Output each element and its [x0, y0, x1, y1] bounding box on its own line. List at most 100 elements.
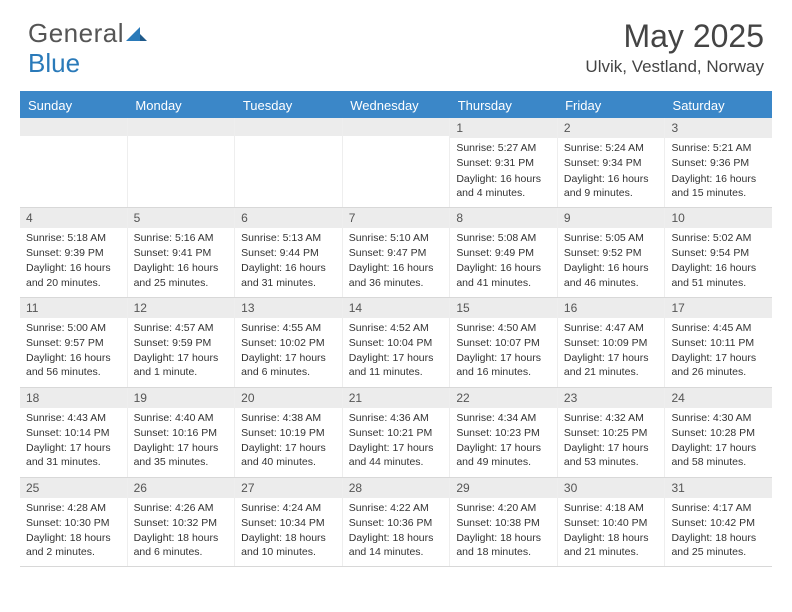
- day-number: [343, 118, 450, 136]
- day-number: 24: [665, 388, 772, 408]
- day-body: Sunrise: 5:08 AMSunset: 9:49 PMDaylight:…: [450, 231, 557, 290]
- day-body: Sunrise: 5:13 AMSunset: 9:44 PMDaylight:…: [235, 231, 342, 290]
- sunset-text: Sunset: 10:19 PM: [241, 426, 336, 440]
- sunset-text: Sunset: 9:31 PM: [456, 156, 551, 170]
- weekday-label: Wednesday: [342, 93, 449, 118]
- sunrise-text: Sunrise: 5:27 AM: [456, 141, 551, 155]
- sunrise-text: Sunrise: 4:52 AM: [349, 321, 444, 335]
- sunrise-text: Sunrise: 4:24 AM: [241, 501, 336, 515]
- weekday-label: Thursday: [450, 93, 557, 118]
- sunrise-text: Sunrise: 5:05 AM: [564, 231, 659, 245]
- daylight-text: Daylight: 17 hours and 53 minutes.: [564, 441, 659, 469]
- daylight-text: Daylight: 16 hours and 46 minutes.: [564, 261, 659, 289]
- sunrise-text: Sunrise: 5:18 AM: [26, 231, 121, 245]
- day-body: Sunrise: 5:02 AMSunset: 9:54 PMDaylight:…: [665, 231, 772, 290]
- logo-icon: [126, 25, 148, 43]
- day-number: 23: [558, 388, 665, 408]
- sunset-text: Sunset: 10:04 PM: [349, 336, 444, 350]
- sunset-text: Sunset: 10:09 PM: [564, 336, 659, 350]
- day-number: 30: [558, 478, 665, 498]
- day-number: 7: [343, 208, 450, 228]
- day-body: Sunrise: 4:55 AMSunset: 10:02 PMDaylight…: [235, 321, 342, 380]
- day-body: Sunrise: 4:17 AMSunset: 10:42 PMDaylight…: [665, 501, 772, 560]
- daylight-text: Daylight: 16 hours and 4 minutes.: [456, 172, 551, 200]
- sunrise-text: Sunrise: 4:38 AM: [241, 411, 336, 425]
- sunset-text: Sunset: 10:21 PM: [349, 426, 444, 440]
- sunset-text: Sunset: 9:57 PM: [26, 336, 121, 350]
- logo-text-1: General: [28, 18, 124, 49]
- day-number: 27: [235, 478, 342, 498]
- day-body: Sunrise: 4:20 AMSunset: 10:38 PMDaylight…: [450, 501, 557, 560]
- day-number: 12: [128, 298, 235, 318]
- daylight-text: Daylight: 18 hours and 2 minutes.: [26, 531, 121, 559]
- daylight-text: Daylight: 16 hours and 41 minutes.: [456, 261, 551, 289]
- sunrise-text: Sunrise: 5:24 AM: [564, 141, 659, 155]
- daylight-text: Daylight: 16 hours and 51 minutes.: [671, 261, 766, 289]
- sunset-text: Sunset: 9:34 PM: [564, 156, 659, 170]
- sunrise-text: Sunrise: 4:32 AM: [564, 411, 659, 425]
- day-body: Sunrise: 5:10 AMSunset: 9:47 PMDaylight:…: [343, 231, 450, 290]
- day-body: Sunrise: 4:28 AMSunset: 10:30 PMDaylight…: [20, 501, 127, 560]
- day-body: Sunrise: 4:57 AMSunset: 9:59 PMDaylight:…: [128, 321, 235, 380]
- day-number: 19: [128, 388, 235, 408]
- day-number: [235, 118, 342, 136]
- weekday-label: Monday: [127, 93, 234, 118]
- sunrise-text: Sunrise: 4:18 AM: [564, 501, 659, 515]
- daylight-text: Daylight: 17 hours and 31 minutes.: [26, 441, 121, 469]
- calendar-day: 20Sunrise: 4:38 AMSunset: 10:19 PMDaylig…: [235, 388, 343, 477]
- sunrise-text: Sunrise: 4:36 AM: [349, 411, 444, 425]
- daylight-text: Daylight: 17 hours and 35 minutes.: [134, 441, 229, 469]
- daylight-text: Daylight: 16 hours and 31 minutes.: [241, 261, 336, 289]
- daylight-text: Daylight: 18 hours and 6 minutes.: [134, 531, 229, 559]
- daylight-text: Daylight: 17 hours and 58 minutes.: [671, 441, 766, 469]
- day-body: Sunrise: 4:52 AMSunset: 10:04 PMDaylight…: [343, 321, 450, 380]
- calendar-day: 25Sunrise: 4:28 AMSunset: 10:30 PMDaylig…: [20, 478, 128, 567]
- sunset-text: Sunset: 10:02 PM: [241, 336, 336, 350]
- sunset-text: Sunset: 9:52 PM: [564, 246, 659, 260]
- calendar-day: 8 Sunrise: 5:08 AMSunset: 9:49 PMDaylight…: [450, 208, 558, 297]
- calendar-week: 4Sunrise: 5:18 AMSunset: 9:39 PMDaylight…: [20, 208, 772, 298]
- weekday-label: Saturday: [665, 93, 772, 118]
- sunset-text: Sunset: 10:16 PM: [134, 426, 229, 440]
- day-number: 10: [665, 208, 772, 228]
- sunrise-text: Sunrise: 4:17 AM: [671, 501, 766, 515]
- day-body: Sunrise: 5:27 AMSunset: 9:31 PM Daylight:…: [450, 141, 557, 200]
- day-body: Sunrise: 4:24 AMSunset: 10:34 PMDaylight…: [235, 501, 342, 560]
- weekday-header: Sunday Monday Tuesday Wednesday Thursday…: [20, 93, 772, 118]
- day-body: Sunrise: 5:16 AMSunset: 9:41 PMDaylight:…: [128, 231, 235, 290]
- calendar-day: 10 Sunrise: 5:02 AMSunset: 9:54 PMDayligh…: [665, 208, 772, 297]
- sunrise-text: Sunrise: 5:08 AM: [456, 231, 551, 245]
- calendar-week: 1 Sunrise: 5:27 AMSunset: 9:31 PM Daylight…: [20, 118, 772, 208]
- calendar-day: [128, 118, 236, 207]
- sunrise-text: Sunrise: 4:28 AM: [26, 501, 121, 515]
- day-number: 31: [665, 478, 772, 498]
- day-body: Sunrise: 5:21 AMSunset: 9:36 PMDaylight:…: [665, 141, 772, 200]
- sunset-text: Sunset: 9:36 PM: [671, 156, 766, 170]
- day-body: Sunrise: 5:05 AMSunset: 9:52 PMDaylight:…: [558, 231, 665, 290]
- sunset-text: Sunset: 10:38 PM: [456, 516, 551, 530]
- day-number: 8: [450, 208, 557, 228]
- calendar-day: 12 Sunrise: 4:57 AMSunset: 9:59 PMDayligh…: [128, 298, 236, 387]
- calendar-day: 19Sunrise: 4:40 AMSunset: 10:16 PMDaylig…: [128, 388, 236, 477]
- daylight-text: Daylight: 16 hours and 25 minutes.: [134, 261, 229, 289]
- day-number: 3: [665, 118, 772, 138]
- weekday-label: Tuesday: [235, 93, 342, 118]
- day-number: 1: [450, 118, 557, 138]
- calendar-day: 21Sunrise: 4:36 AMSunset: 10:21 PMDaylig…: [343, 388, 451, 477]
- sunrise-text: Sunrise: 4:55 AM: [241, 321, 336, 335]
- calendar-day: 24Sunrise: 4:30 AMSunset: 10:28 PMDaylig…: [665, 388, 772, 477]
- weekday-label: Sunday: [20, 93, 127, 118]
- day-number: 2: [558, 118, 665, 138]
- calendar-week: 11Sunrise: 5:00 AMSunset: 9:57 PMDayligh…: [20, 298, 772, 388]
- daylight-text: Daylight: 18 hours and 21 minutes.: [564, 531, 659, 559]
- day-number: 22: [450, 388, 557, 408]
- calendar-day: 6Sunrise: 5:13 AMSunset: 9:44 PMDaylight…: [235, 208, 343, 297]
- day-number: 21: [343, 388, 450, 408]
- sunset-text: Sunset: 9:39 PM: [26, 246, 121, 260]
- day-body: Sunrise: 4:38 AMSunset: 10:19 PMDaylight…: [235, 411, 342, 470]
- sunset-text: Sunset: 10:32 PM: [134, 516, 229, 530]
- sunset-text: Sunset: 10:40 PM: [564, 516, 659, 530]
- day-number: [128, 118, 235, 136]
- calendar-day: 16Sunrise: 4:47 AMSunset: 10:09 PMDaylig…: [558, 298, 666, 387]
- day-number: 9: [558, 208, 665, 228]
